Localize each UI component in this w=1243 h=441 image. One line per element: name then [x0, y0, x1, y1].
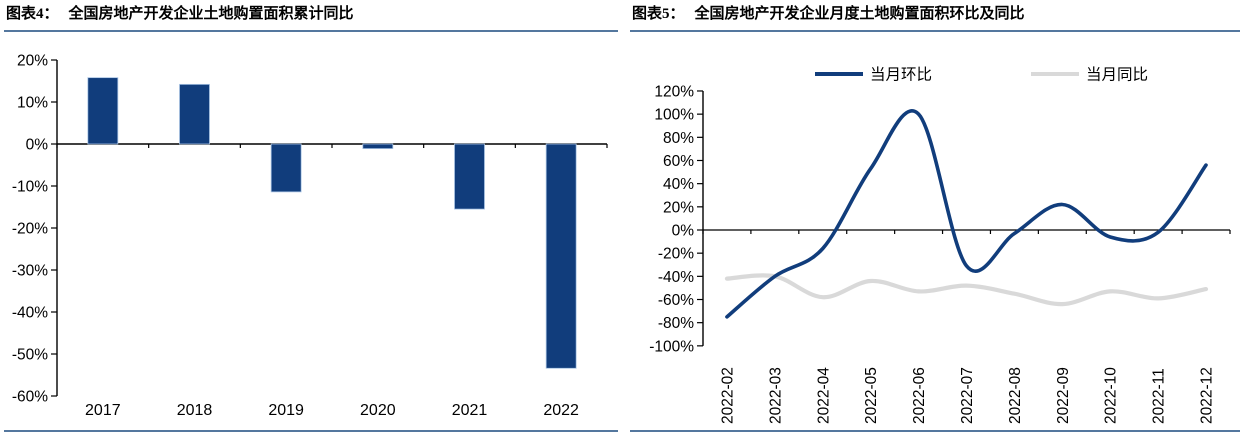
- series-line-mom: [725, 109, 1208, 319]
- svg-text:-20%: -20%: [12, 221, 48, 238]
- bar-2022: [545, 143, 577, 369]
- svg-text:-50%: -50%: [12, 347, 48, 364]
- figure5-title-text: 全国房地产开发企业月度土地购置面积环比及同比: [694, 6, 1025, 22]
- figure5-panel: 图表5： 全国房地产开发企业月度土地购置面积环比及同比 当月环比 当月同比 120% 1…: [630, 3, 1240, 432]
- figure5-label: 图表5：: [632, 6, 685, 22]
- svg-text:2022-10: 2022-10: [1103, 367, 1120, 424]
- x-axis-labels: 2022-02 2022-03 2022-04 2022-05 2022-06 2022-…: [719, 367, 1215, 424]
- bar-2019: [270, 143, 302, 193]
- svg-text:2017: 2017: [85, 402, 121, 419]
- bar-2017: [87, 77, 119, 145]
- x-axis: [702, 229, 1231, 234]
- svg-text:2022-05: 2022-05: [863, 367, 880, 424]
- svg-text:-60%: -60%: [12, 389, 48, 406]
- line-chart-monthly-mom-yoy: 当月环比 当月同比 120% 100% 80% 60% 40% 20% 0% -20% -40% -6…: [649, 66, 1231, 424]
- y-axis: 20% 10% 0% -10% -20% -30% -40% -50% -60%: [12, 53, 58, 406]
- bar-2021: [454, 143, 485, 210]
- bar-2020: [362, 143, 394, 150]
- svg-text:2018: 2018: [177, 402, 213, 419]
- svg-text:-60%: -60%: [658, 292, 694, 309]
- svg-text:2022-08: 2022-08: [1007, 367, 1024, 424]
- svg-text:2022-02: 2022-02: [719, 367, 736, 424]
- svg-text:80%: 80%: [663, 130, 694, 147]
- svg-text:2022-11: 2022-11: [1151, 368, 1168, 424]
- svg-text:0%: 0%: [672, 223, 695, 240]
- svg-text:2022: 2022: [543, 402, 579, 419]
- svg-text:-20%: -20%: [658, 246, 694, 263]
- svg-text:2021: 2021: [452, 402, 488, 419]
- series-line-yoy: [724, 273, 1209, 307]
- svg-text:-40%: -40%: [658, 269, 694, 286]
- svg-text:40%: 40%: [663, 176, 694, 193]
- svg-text:-100%: -100%: [649, 338, 694, 355]
- svg-text:2022-09: 2022-09: [1055, 367, 1072, 424]
- legend: 当月环比 当月同比: [815, 66, 1148, 84]
- bar-2018: [179, 83, 210, 145]
- svg-text:100%: 100%: [654, 107, 694, 124]
- svg-text:120%: 120%: [654, 83, 694, 100]
- x-axis: [56, 143, 608, 148]
- legend-label-yoy: 当月同比: [1086, 66, 1148, 84]
- svg-text:10%: 10%: [17, 95, 48, 112]
- x-axis-labels: 2017 2018 2019 2020 2021 2022: [85, 402, 579, 419]
- figure4-panel: 图表4： 全国房地产开发企业土地购置面积累计同比 20% 10% 0% -10% -20%…: [4, 3, 618, 432]
- figure4-title: 图表4： 全国房地产开发企业土地购置面积累计同比: [4, 3, 618, 32]
- svg-text:-80%: -80%: [658, 315, 694, 332]
- svg-text:2022-07: 2022-07: [959, 367, 976, 424]
- figure5-title: 图表5： 全国房地产开发企业月度土地购置面积环比及同比: [630, 3, 1240, 32]
- legend-label-mom: 当月环比: [870, 66, 932, 84]
- svg-text:20%: 20%: [17, 53, 48, 70]
- svg-text:2020: 2020: [360, 402, 396, 419]
- y-axis: 120% 100% 80% 60% 40% 20% 0% -20% -40% -60% -80% -1…: [649, 83, 704, 355]
- svg-text:20%: 20%: [663, 199, 694, 216]
- svg-text:-40%: -40%: [12, 305, 48, 322]
- svg-text:2019: 2019: [268, 402, 304, 419]
- figure4-title-text: 全国房地产开发企业土地购置面积累计同比: [68, 6, 354, 22]
- bar-chart-cumulative-yoy: 20% 10% 0% -10% -20% -30% -40% -50% -60% 2017 2018…: [12, 53, 608, 419]
- svg-text:60%: 60%: [663, 153, 694, 170]
- svg-text:-30%: -30%: [12, 263, 48, 280]
- figure4-label: 图表4：: [6, 6, 59, 22]
- svg-text:0%: 0%: [26, 137, 49, 154]
- svg-text:-10%: -10%: [12, 179, 48, 196]
- svg-text:2022-03: 2022-03: [767, 367, 784, 424]
- svg-text:2022-12: 2022-12: [1199, 367, 1216, 424]
- svg-text:2022-06: 2022-06: [911, 367, 928, 424]
- bars: [87, 77, 577, 369]
- svg-text:2022-04: 2022-04: [815, 367, 832, 424]
